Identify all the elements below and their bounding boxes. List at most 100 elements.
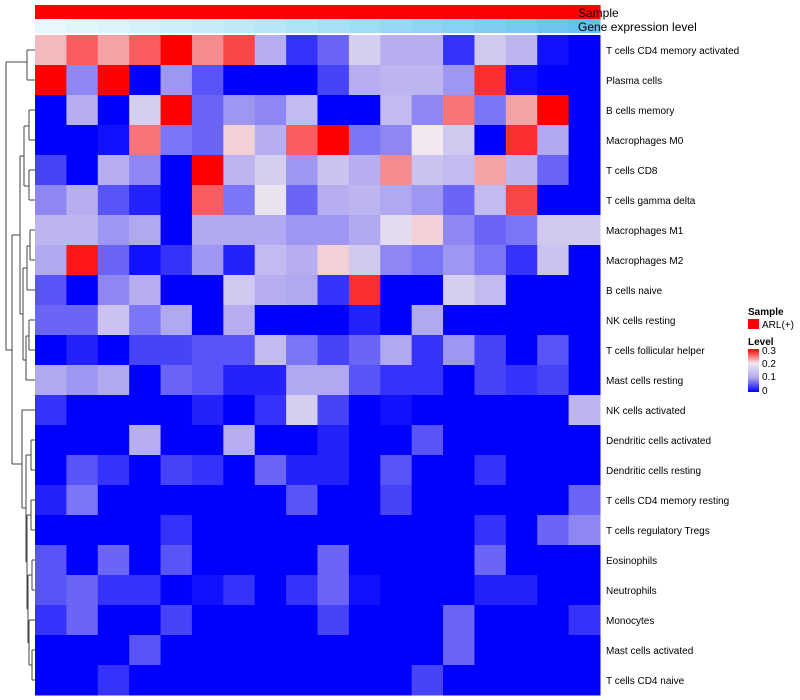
heatmap-cell-r10-c11 xyxy=(380,335,413,366)
heatmap-cell-r14-c3 xyxy=(129,455,162,486)
row-label-17: Eosinophils xyxy=(606,556,657,567)
heatmap-cell-r10-c9 xyxy=(317,335,350,366)
heatmap-cell-r6-c12 xyxy=(411,215,444,246)
heatmap-cell-r13-c2 xyxy=(97,425,130,456)
heatmap-cell-r10-c5 xyxy=(191,335,224,366)
heatmap-cell-r0-c2 xyxy=(97,35,130,66)
heatmap-cell-r15-c17 xyxy=(568,485,601,516)
annotation-0-cell-13 xyxy=(443,5,476,19)
heatmap-cell-r15-c2 xyxy=(97,485,130,516)
heatmap-cell-r5-c12 xyxy=(411,185,444,216)
heatmap-cell-r8-c14 xyxy=(474,275,507,306)
heatmap-cell-r9-c4 xyxy=(160,305,193,336)
heatmap-cell-r11-c14 xyxy=(474,365,507,396)
heatmap-cell-r5-c2 xyxy=(97,185,130,216)
heatmap-cell-r21-c12 xyxy=(411,665,444,696)
heatmap-cell-r20-c10 xyxy=(348,635,381,666)
heatmap-cell-r9-c10 xyxy=(348,305,381,336)
heatmap-cell-r17-c4 xyxy=(160,545,193,576)
heatmap-cells xyxy=(35,35,601,696)
row-dendrogram xyxy=(5,49,35,681)
heatmap-cell-r6-c4 xyxy=(160,215,193,246)
heatmap-cell-r9-c7 xyxy=(254,305,287,336)
heatmap-cell-r3-c16 xyxy=(537,125,570,156)
heatmap-cell-r17-c8 xyxy=(286,545,318,576)
heatmap-cell-r18-c4 xyxy=(160,575,193,606)
heatmap-cell-r21-c3 xyxy=(129,665,162,696)
heatmap-cell-r19-c9 xyxy=(317,605,350,636)
annotation-0-cell-4 xyxy=(160,5,193,19)
annotation-1-cell-7 xyxy=(254,19,287,33)
heatmap-cell-r21-c2 xyxy=(97,665,130,696)
heatmap-cell-r18-c13 xyxy=(443,575,475,606)
heatmap-cell-r7-c9 xyxy=(317,245,350,276)
heatmap-cell-r17-c5 xyxy=(191,545,224,576)
heatmap-cell-r18-c14 xyxy=(474,575,507,606)
heatmap-cell-r3-c0 xyxy=(35,125,67,156)
heatmap-cell-r5-c6 xyxy=(223,185,256,216)
heatmap-cell-r15-c4 xyxy=(160,485,193,516)
heatmap-cell-r6-c11 xyxy=(380,215,413,246)
heatmap-cell-r12-c8 xyxy=(286,395,318,426)
heatmap-cell-r6-c2 xyxy=(97,215,130,246)
heatmap-cell-r5-c5 xyxy=(191,185,224,216)
heatmap-cell-r19-c16 xyxy=(537,605,570,636)
heatmap-cell-r0-c9 xyxy=(317,35,350,66)
heatmap-cell-r5-c7 xyxy=(254,185,287,216)
annotation-0-cell-11 xyxy=(380,5,413,19)
heatmap-cell-r5-c15 xyxy=(505,185,538,216)
row-label-20: Mast cells activated xyxy=(606,646,693,657)
heatmap-cell-r12-c2 xyxy=(97,395,130,426)
heatmap-cell-r18-c10 xyxy=(348,575,381,606)
heatmap-cell-r20-c4 xyxy=(160,635,193,666)
heatmap-cell-r15-c9 xyxy=(317,485,350,516)
heatmap-cell-r9-c15 xyxy=(505,305,538,336)
heatmap-cell-r16-c17 xyxy=(568,515,601,546)
annotation-tracks xyxy=(35,5,601,33)
heatmap-cell-r14-c15 xyxy=(505,455,538,486)
heatmap-cell-r6-c8 xyxy=(286,215,318,246)
heatmap-cell-r13-c6 xyxy=(223,425,256,456)
heatmap-cell-r3-c14 xyxy=(474,125,507,156)
heatmap-cell-r13-c9 xyxy=(317,425,350,456)
heatmap-cell-r16-c1 xyxy=(66,515,99,546)
heatmap-cell-r18-c0 xyxy=(35,575,67,606)
heatmap-cell-r14-c2 xyxy=(97,455,130,486)
row-label-2: B cells memory xyxy=(606,106,674,117)
heatmap-cell-r8-c9 xyxy=(317,275,350,306)
row-label-1: Plasma cells xyxy=(606,76,662,87)
heatmap-cell-r10-c2 xyxy=(97,335,130,366)
heatmap-cell-r11-c4 xyxy=(160,365,193,396)
heatmap-cell-r5-c17 xyxy=(568,185,601,216)
heatmap-cell-r19-c2 xyxy=(97,605,130,636)
annotation-label-sample: Sample xyxy=(578,6,619,20)
heatmap-cell-r7-c3 xyxy=(129,245,162,276)
heatmap-cell-r9-c17 xyxy=(568,305,601,336)
heatmap-cell-r17-c10 xyxy=(348,545,381,576)
heatmap-cell-r19-c5 xyxy=(191,605,224,636)
heatmap-cell-r11-c12 xyxy=(411,365,444,396)
heatmap-cell-r7-c6 xyxy=(223,245,256,276)
annotation-label-expression: Gene expression level xyxy=(578,20,697,34)
heatmap-cell-r11-c13 xyxy=(443,365,475,396)
heatmap-cell-r19-c6 xyxy=(223,605,256,636)
heatmap-cell-r19-c15 xyxy=(505,605,538,636)
heatmap-cell-r11-c15 xyxy=(505,365,538,396)
heatmap-cell-r18-c5 xyxy=(191,575,224,606)
annotation-1-cell-12 xyxy=(411,19,444,33)
heatmap-cell-r10-c1 xyxy=(66,335,99,366)
heatmap-cell-r2-c0 xyxy=(35,95,67,126)
heatmap-cell-r7-c11 xyxy=(380,245,413,276)
heatmap-cell-r7-c13 xyxy=(443,245,475,276)
annotation-0-cell-8 xyxy=(286,5,319,19)
heatmap-cell-r6-c9 xyxy=(317,215,350,246)
heatmap-cell-r8-c7 xyxy=(254,275,287,306)
heatmap-cell-r4-c4 xyxy=(160,155,193,186)
heatmap-cell-r0-c1 xyxy=(66,35,99,66)
heatmap-cell-r6-c6 xyxy=(223,215,256,246)
heatmap-cell-r6-c16 xyxy=(537,215,570,246)
heatmap-cell-r6-c13 xyxy=(443,215,475,246)
heatmap-cell-r8-c6 xyxy=(223,275,256,306)
heatmap-cell-r20-c5 xyxy=(191,635,224,666)
heatmap-cell-r8-c3 xyxy=(129,275,162,306)
